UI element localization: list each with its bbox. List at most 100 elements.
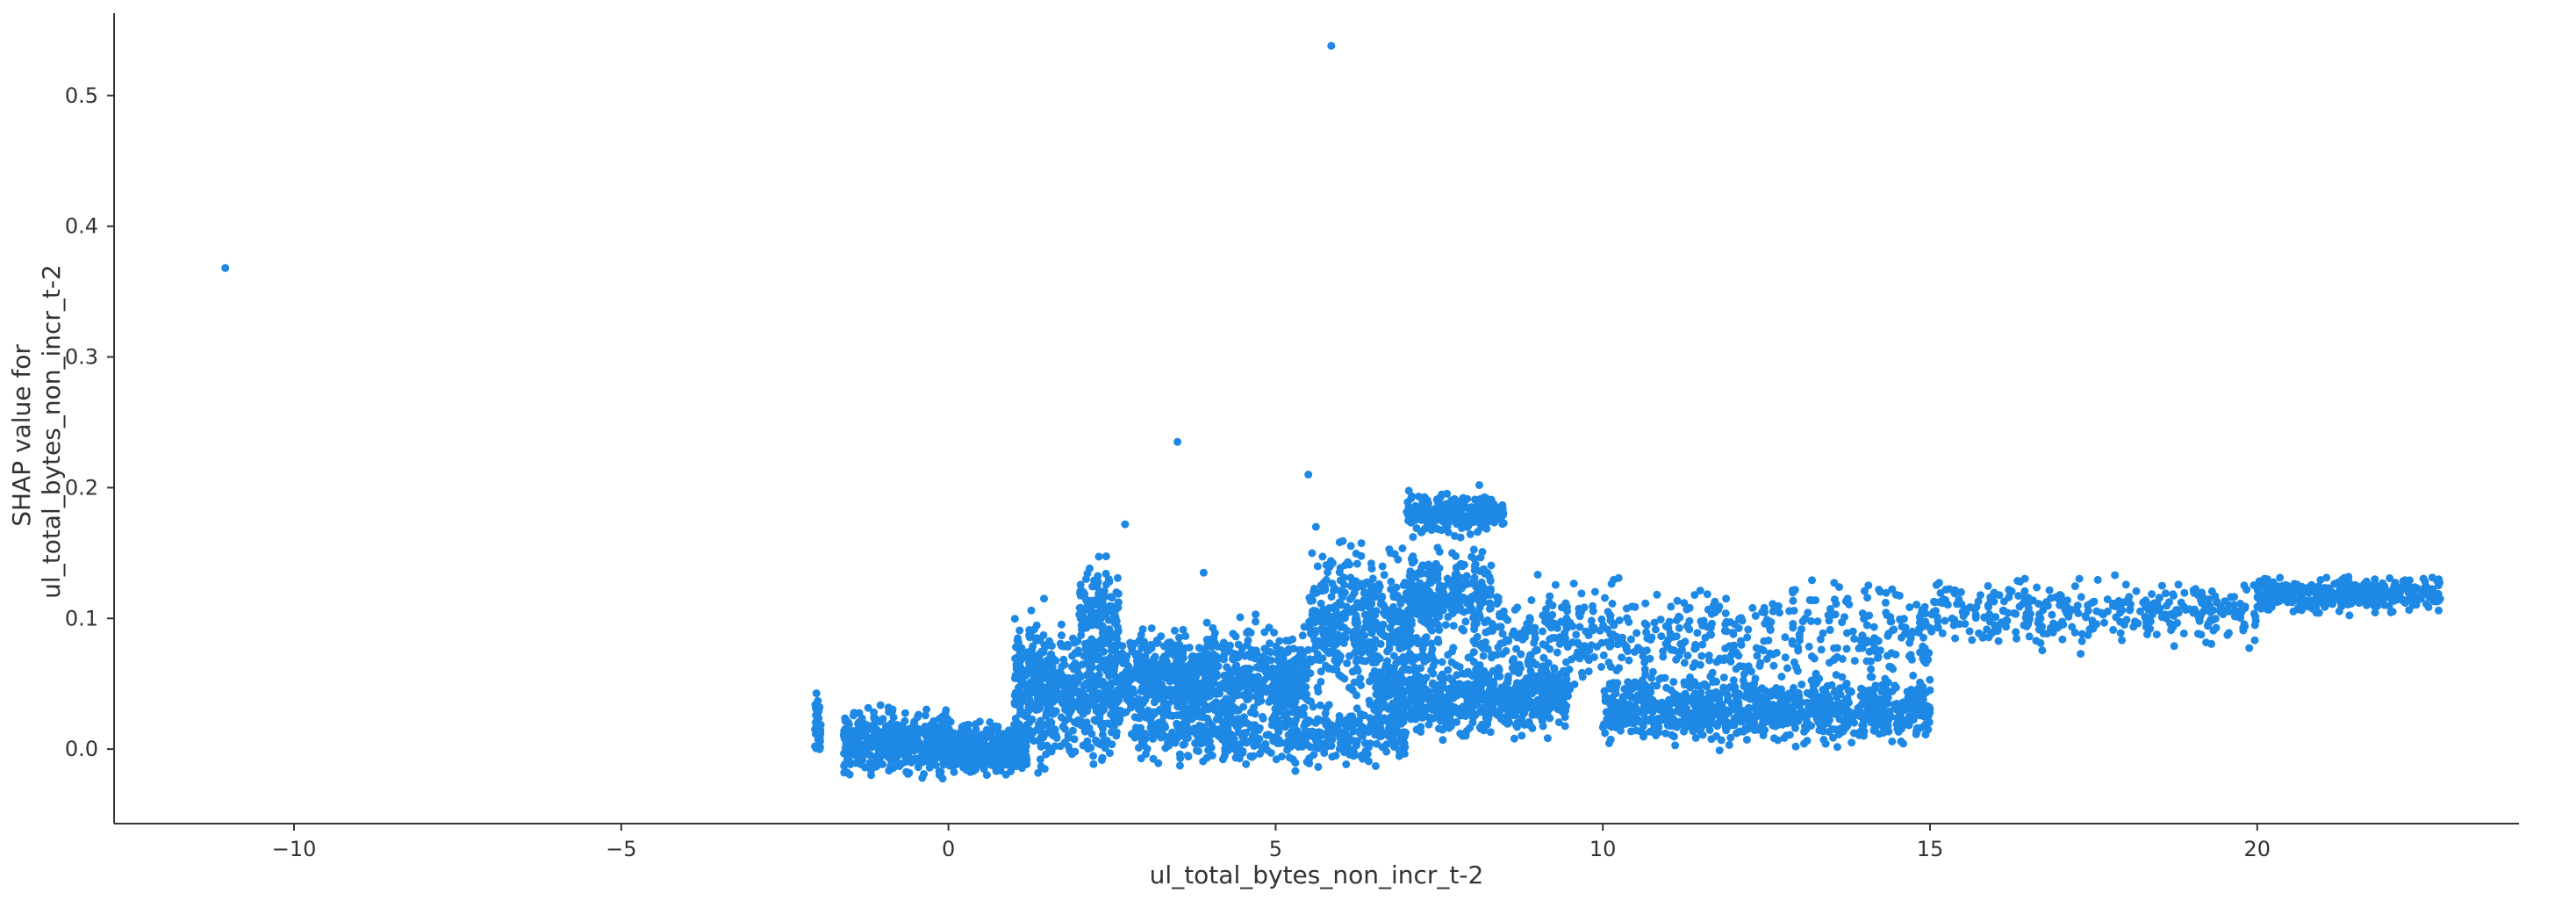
scatter-point — [1439, 679, 1447, 688]
scatter-point — [1510, 627, 1518, 636]
scatter-point — [1357, 681, 1366, 689]
scatter-point — [1028, 645, 1037, 654]
scatter-point — [1391, 702, 1400, 711]
scatter-point — [1417, 528, 1426, 536]
scatter-point — [1087, 744, 1095, 752]
scatter-point — [1195, 723, 1203, 731]
scatter-point — [1076, 580, 1085, 589]
scatter-point — [1428, 626, 1437, 635]
scatter-point — [1266, 749, 1275, 757]
scatter-point — [1025, 718, 1034, 727]
scatter-point — [1086, 666, 1094, 675]
scatter-point — [1503, 679, 1511, 688]
scatter-point — [1593, 643, 1602, 651]
scatter-point — [1081, 644, 1090, 653]
scatter-point — [1260, 742, 1269, 751]
scatter-point — [1328, 735, 1337, 744]
scatter-point — [1089, 760, 1098, 768]
scatter-point — [1429, 669, 1438, 678]
scatter-point — [1189, 668, 1198, 677]
scatter-point — [1025, 695, 1034, 703]
scatter-point — [1085, 694, 1094, 702]
scatter-point — [1076, 591, 1085, 600]
scatter-point — [1487, 561, 1496, 570]
scatter-point — [1551, 634, 1560, 642]
scatter-point — [864, 703, 872, 712]
scatter-point — [1388, 724, 1396, 733]
scatter-point — [1408, 687, 1417, 695]
scatter-point — [919, 749, 928, 758]
scatter-point — [1403, 679, 1412, 688]
scatter-point — [1170, 676, 1179, 685]
scatter-point — [1391, 608, 1400, 616]
scatter-point — [1109, 691, 1116, 700]
scatter-point — [1324, 606, 1332, 615]
scatter-point — [1242, 760, 1251, 768]
scatter-point — [1542, 605, 1550, 614]
scatter-point — [1560, 699, 1568, 708]
scatter-point — [1420, 657, 1429, 666]
scatter-point — [1449, 606, 1458, 615]
scatter-point — [1346, 542, 1355, 551]
scatter-point — [1141, 734, 1150, 743]
scatter-point — [1195, 655, 1204, 664]
scatter-point — [1444, 685, 1453, 694]
scatter-point — [1449, 513, 1458, 522]
scatter-point — [1352, 577, 1360, 586]
scatter-point — [1100, 647, 1108, 656]
scatter-point — [1089, 637, 1098, 646]
scatter-point — [1039, 733, 1048, 742]
scatter-point — [1236, 715, 1245, 724]
scatter-point — [1066, 746, 1074, 755]
scatter-point — [1322, 631, 1331, 640]
scatter-point — [958, 745, 966, 754]
scatter-point — [1395, 709, 1403, 717]
scatter-point — [1166, 669, 1174, 678]
scatter-point — [1331, 752, 1340, 760]
scatter-point — [1359, 582, 1367, 591]
scatter-point — [1376, 639, 1385, 648]
scatter-point — [898, 733, 907, 742]
scatter-point — [1255, 664, 1264, 673]
scatter-point — [1540, 696, 1549, 704]
scatter-point — [850, 709, 858, 717]
scatter-point — [1575, 640, 1583, 649]
scatter-point — [1295, 688, 1303, 696]
scatter-point — [1439, 606, 1447, 615]
scatter-point — [997, 731, 1006, 740]
scatter-point — [1010, 615, 1019, 623]
scatter-point — [1308, 549, 1317, 558]
scatter-point — [1068, 652, 1077, 660]
scatter-point — [1486, 728, 1495, 737]
scatter-point — [1539, 653, 1548, 662]
scatter-point — [1149, 754, 1158, 763]
scatter-point — [1107, 728, 1116, 737]
scatter-point — [1564, 640, 1573, 649]
scatter-point — [859, 730, 868, 738]
scatter-point — [1042, 696, 1051, 705]
scatter-point — [1147, 624, 1156, 632]
scatter-point — [1309, 596, 1317, 605]
scatter-point — [1177, 656, 1186, 664]
scatter-point — [1154, 720, 1163, 728]
scatter-point — [1087, 620, 1096, 629]
scatter-point — [1486, 590, 1495, 599]
scatter-point — [1436, 515, 1445, 523]
scatter-point — [1343, 659, 1352, 667]
scatter-point — [1432, 689, 1441, 698]
scatter-point — [1495, 623, 1503, 631]
scatter-point — [1073, 716, 1082, 724]
scatter-point — [1246, 724, 1255, 732]
scatter-point — [1007, 767, 1015, 775]
scatter-point — [1300, 722, 1309, 731]
scatter-point — [886, 762, 895, 771]
scatter-point — [1499, 607, 1508, 616]
scatter-point — [1058, 723, 1067, 731]
scatter-point — [1174, 702, 1183, 711]
scatter-point — [1076, 603, 1085, 612]
scatter-point — [866, 751, 875, 760]
scatter-point — [1138, 673, 1147, 681]
scatter-point — [1013, 700, 1022, 709]
scatter-point — [1149, 734, 1158, 743]
scatter-point — [1106, 749, 1114, 758]
